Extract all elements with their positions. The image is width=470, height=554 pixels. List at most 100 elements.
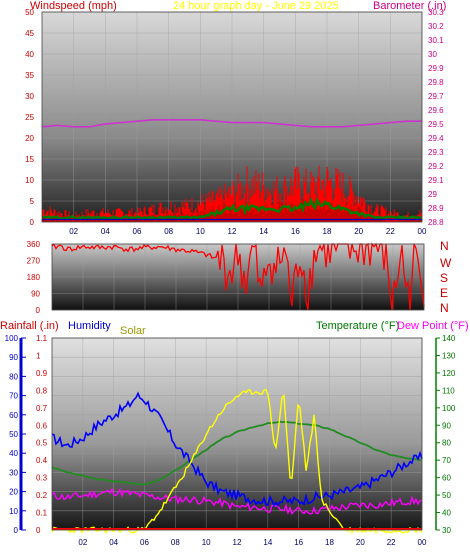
hour-tick-label: 00 bbox=[418, 227, 427, 236]
barometer-tick-label: 29.4 bbox=[428, 134, 444, 143]
humidity-axis-label: Humidity bbox=[68, 320, 111, 332]
hour-tick-label: 16 bbox=[291, 227, 300, 236]
humidity-tick-label: 10 bbox=[9, 507, 18, 516]
wind-average-line bbox=[42, 197, 421, 221]
hour-tick-label: 00 bbox=[418, 538, 427, 547]
barometer-tick-label: 29.2 bbox=[428, 162, 444, 171]
hour-tick-label: 04 bbox=[109, 538, 118, 547]
rain-tick-label: 0.7 bbox=[36, 404, 48, 413]
rain-tick-label: 0 bbox=[36, 526, 41, 535]
hour-tick-label: 18 bbox=[325, 538, 334, 547]
rain-tick-label: 1 bbox=[36, 351, 41, 360]
humidity-tick-label: 100 bbox=[5, 334, 19, 343]
compass-e: E bbox=[440, 286, 449, 300]
temperature-tick-label: 80 bbox=[442, 439, 451, 448]
rain-tick-label: 0.6 bbox=[36, 421, 48, 430]
hour-tick-label: 08 bbox=[164, 227, 173, 236]
compass-n-top: N bbox=[440, 239, 449, 253]
wind-tick-label: 50 bbox=[25, 8, 34, 17]
direction-tick-label: 360 bbox=[27, 240, 41, 249]
barometer-tick-label: 29.8 bbox=[428, 78, 444, 87]
humidity-tick-label: 90 bbox=[9, 353, 18, 362]
barometer-line bbox=[41, 119, 422, 128]
rain-tick-label: 0.8 bbox=[36, 386, 48, 395]
direction-tick-label: 90 bbox=[31, 290, 40, 299]
humidity-tick-label: 80 bbox=[9, 372, 18, 381]
temperature-tick-label: 50 bbox=[442, 491, 451, 500]
hour-tick-label: 06 bbox=[140, 538, 149, 547]
chart-title: 24 hour graph day - June 29 2025 bbox=[173, 0, 339, 12]
hour-tick-label: 12 bbox=[228, 227, 237, 236]
humidity-tick-label: 20 bbox=[9, 488, 18, 497]
temperature-tick-label: 130 bbox=[442, 351, 456, 360]
barometer-tick-label: 29 bbox=[428, 190, 437, 199]
wind-tick-label: 25 bbox=[25, 113, 34, 122]
hour-tick-label: 14 bbox=[263, 538, 272, 547]
rain-tick-label: 0.4 bbox=[36, 456, 48, 465]
hour-tick-label: 02 bbox=[69, 227, 78, 236]
hour-tick-label: 22 bbox=[387, 538, 396, 547]
humidity-line bbox=[51, 391, 423, 508]
temperature-tick-label: 120 bbox=[442, 369, 456, 378]
hour-tick-label: 20 bbox=[354, 227, 363, 236]
direction-tick-label: 180 bbox=[27, 273, 41, 282]
wind-tick-label: 0 bbox=[30, 218, 35, 227]
humidity-tick-label: 40 bbox=[9, 449, 18, 458]
hour-tick-label: 14 bbox=[259, 227, 268, 236]
temperature-axis-label: Temperature (°F) bbox=[316, 320, 400, 332]
barometer-tick-label: 29.5 bbox=[428, 120, 444, 129]
dewpoint-axis-label: Dew Point (°F) bbox=[397, 320, 469, 332]
temperature-tick-label: 60 bbox=[442, 474, 451, 483]
wind-tick-label: 40 bbox=[25, 50, 34, 59]
humidity-tick-label: 0 bbox=[14, 526, 19, 535]
solar-axis-label: Solar bbox=[120, 325, 146, 337]
wind-tick-label: 10 bbox=[25, 176, 34, 185]
hour-tick-label: 10 bbox=[196, 227, 205, 236]
hour-tick-label: 18 bbox=[323, 227, 332, 236]
plot-frame-direction bbox=[51, 243, 425, 311]
barometer-tick-label: 29.7 bbox=[428, 92, 444, 101]
humidity-tick-label: 50 bbox=[9, 430, 18, 439]
barometer-tick-label: 30.1 bbox=[428, 36, 444, 45]
humidity-tick-label: 60 bbox=[9, 411, 18, 420]
rain-tick-label: 1.1 bbox=[36, 334, 48, 343]
rainfall-axis-label: Rainfall (.in) bbox=[0, 320, 59, 332]
rain-tick-label: 0.3 bbox=[36, 474, 48, 483]
wind-tick-label: 30 bbox=[25, 92, 34, 101]
temperature-tick-label: 40 bbox=[442, 509, 451, 518]
rain-tick-label: 0.2 bbox=[36, 491, 48, 500]
hour-tick-label: 16 bbox=[294, 538, 303, 547]
barometer-axis-label: Barometer (.in) bbox=[373, 0, 447, 12]
barometer-tick-label: 29.1 bbox=[428, 176, 444, 185]
wind-tick-label: 45 bbox=[25, 29, 34, 38]
hour-tick-label: 10 bbox=[202, 538, 211, 547]
temperature-tick-label: 70 bbox=[442, 456, 451, 465]
direction-tick-label: 270 bbox=[27, 257, 41, 266]
barometer-tick-label: 28.8 bbox=[428, 218, 444, 227]
wind-tick-label: 5 bbox=[30, 197, 35, 206]
hour-tick-label: 20 bbox=[356, 538, 365, 547]
barometer-tick-label: 29.6 bbox=[428, 106, 444, 115]
barometer-tick-label: 30 bbox=[428, 50, 437, 59]
wind-tick-label: 35 bbox=[25, 71, 34, 80]
humidity-tick-label: 30 bbox=[9, 468, 18, 477]
wind-tick-label: 20 bbox=[25, 134, 34, 143]
hour-tick-label: 04 bbox=[101, 227, 110, 236]
rain-tick-label: 0.1 bbox=[36, 509, 48, 518]
temperature-tick-label: 90 bbox=[442, 421, 451, 430]
barometer-tick-label: 29.9 bbox=[428, 64, 444, 73]
barometer-tick-label: 28.9 bbox=[428, 204, 444, 213]
compass-w: W bbox=[440, 256, 452, 270]
windspeed-axis-label: Windspeed (mph) bbox=[30, 0, 117, 12]
wind-tick-label: 15 bbox=[25, 155, 34, 164]
hour-tick-label: 06 bbox=[133, 227, 142, 236]
compass-s: S bbox=[440, 271, 449, 285]
hour-tick-label: 22 bbox=[386, 227, 395, 236]
hour-tick-label: 08 bbox=[171, 538, 180, 547]
hour-tick-label: 02 bbox=[78, 538, 87, 547]
dewpoint-line bbox=[51, 487, 423, 516]
rain-tick-label: 0.5 bbox=[36, 439, 48, 448]
temperature-line bbox=[51, 420, 422, 486]
temperature-tick-label: 30 bbox=[442, 526, 451, 535]
